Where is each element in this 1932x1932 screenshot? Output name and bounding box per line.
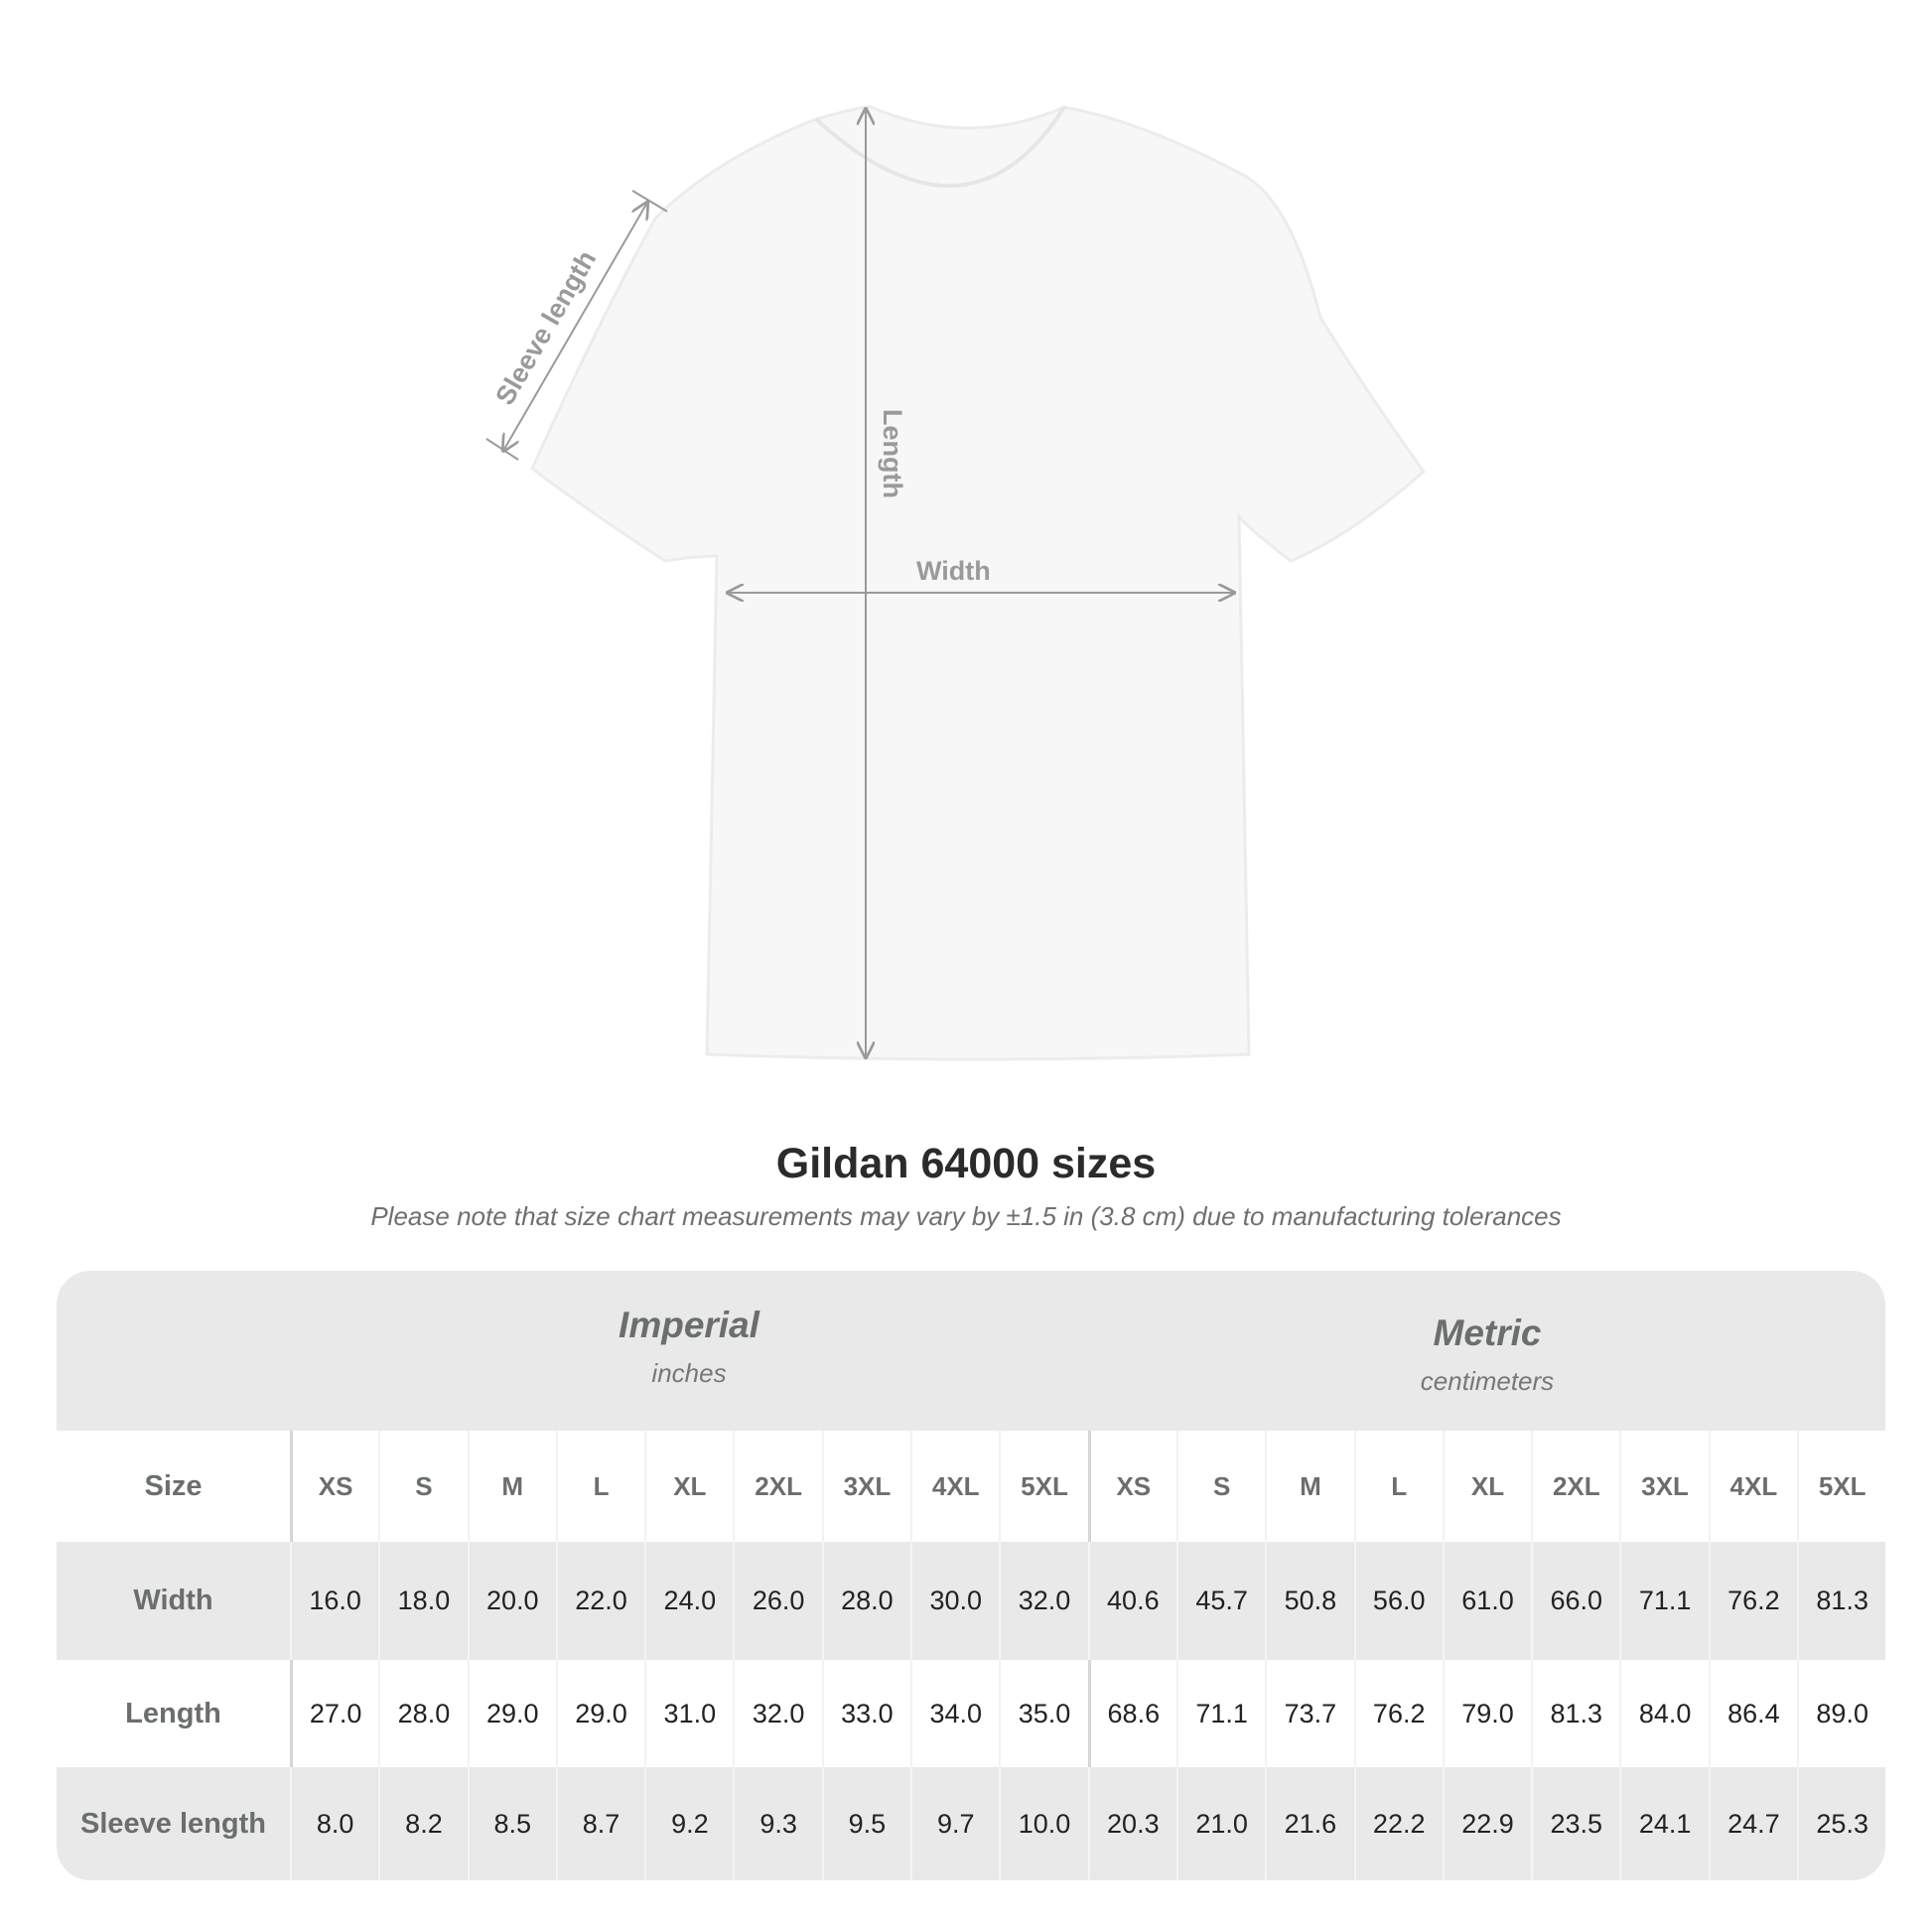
row-label: Size xyxy=(144,1469,203,1502)
size-table: Imperial inches Metric centimeters Size … xyxy=(57,1271,1885,1880)
size-header-cell: M xyxy=(467,1431,556,1542)
table-cell: 81.3 xyxy=(1531,1660,1619,1767)
imperial-unit: inches xyxy=(651,1358,727,1388)
table-cell: 35.0 xyxy=(999,1660,1087,1767)
table-cell: 31.0 xyxy=(644,1660,733,1767)
table-cell: 24.0 xyxy=(644,1542,733,1660)
chart-title: Gildan 64000 sizes xyxy=(775,1140,1157,1187)
size-header-cell: M xyxy=(1265,1431,1353,1542)
size-header-cell: L xyxy=(1353,1431,1443,1542)
size-header-cell: 2XL xyxy=(1531,1431,1619,1542)
size-header-cell: 4XL xyxy=(1708,1431,1797,1542)
table-cell: 66.0 xyxy=(1531,1542,1619,1660)
row-label: Length xyxy=(125,1697,221,1729)
size-header-cell: 2XL xyxy=(733,1431,821,1542)
table-cell: 28.0 xyxy=(821,1542,910,1660)
imperial-title: Imperial xyxy=(619,1305,759,1345)
row-label: Sleeve length xyxy=(80,1807,266,1840)
table-cell: 68.6 xyxy=(1087,1660,1176,1767)
table-row: Length 27.0 28.0 29.0 29.0 31.0 32.0 33.0 34.0 3… xyxy=(57,1660,1885,1767)
table-cell: 22.9 xyxy=(1442,1767,1531,1880)
table-cell: 45.7 xyxy=(1175,1542,1265,1660)
size-header-cell: XS xyxy=(1087,1431,1176,1542)
table-cell: 28.0 xyxy=(378,1660,467,1767)
table-cell: 22.2 xyxy=(1353,1767,1443,1880)
table-cell: 9.3 xyxy=(733,1767,821,1880)
size-header-cell: 5XL xyxy=(1797,1431,1885,1542)
table-cell: 8.0 xyxy=(290,1767,378,1880)
table-cell: 16.0 xyxy=(290,1542,378,1660)
length-label: Length xyxy=(878,409,907,498)
size-header-cell: L xyxy=(555,1431,644,1542)
table-cell: 29.0 xyxy=(467,1660,556,1767)
table-cell: 33.0 xyxy=(821,1660,910,1767)
table-cell: 34.0 xyxy=(910,1660,999,1767)
table-cell: 32.0 xyxy=(999,1542,1087,1660)
table-cell: 71.1 xyxy=(1619,1542,1708,1660)
table-cell: 9.5 xyxy=(821,1767,910,1880)
table-cell: 9.2 xyxy=(644,1767,733,1880)
table-cell: 71.1 xyxy=(1175,1660,1265,1767)
table-cell: 10.0 xyxy=(999,1767,1087,1880)
table-cell: 8.7 xyxy=(555,1767,644,1880)
table-cell: 20.3 xyxy=(1087,1767,1176,1880)
size-header-cell: 3XL xyxy=(821,1431,910,1542)
size-header-cell: XS xyxy=(290,1431,378,1542)
metric-title: Metric xyxy=(1433,1312,1542,1353)
table-row: Width 16.0 18.0 20.0 22.0 24.0 26.0 28.0 30.0 32… xyxy=(57,1542,1885,1660)
table-cell: 76.2 xyxy=(1353,1660,1443,1767)
table-cell: 32.0 xyxy=(733,1660,821,1767)
imperial-group: Imperial inches xyxy=(290,1305,1088,1389)
table-cell: 84.0 xyxy=(1619,1660,1708,1767)
row-label: Width xyxy=(133,1585,213,1616)
tshirt-diagram: Sleeve length Length Width xyxy=(485,105,1427,1061)
table-cell: 86.4 xyxy=(1708,1660,1797,1767)
size-header-cell: XL xyxy=(1442,1431,1531,1542)
size-header-cell: XL xyxy=(644,1431,733,1542)
table-cell: 27.0 xyxy=(290,1660,378,1767)
sleeve-measure-line xyxy=(503,203,647,451)
table-cell: 30.0 xyxy=(910,1542,999,1660)
table-cell: 9.7 xyxy=(910,1767,999,1880)
table-cell: 21.0 xyxy=(1175,1767,1265,1880)
size-header-cell: S xyxy=(1175,1431,1265,1542)
table-cell: 89.0 xyxy=(1797,1660,1885,1767)
width-label: Width xyxy=(916,556,991,586)
table-cell: 25.3 xyxy=(1797,1767,1885,1880)
size-row: Size XS S M L XL 2XL 3XL 4XL 5XL XS S M L XL 2XL 3XL 4XL… xyxy=(57,1431,1885,1542)
table-cell: 23.5 xyxy=(1531,1767,1619,1880)
table-row: Sleeve length 8.0 8.2 8.5 8.7 9.2 9.3 9.5 9.7 10… xyxy=(57,1767,1885,1880)
table-cell: 20.0 xyxy=(467,1542,556,1660)
table-cell: 81.3 xyxy=(1797,1542,1885,1660)
table-cell: 61.0 xyxy=(1442,1542,1531,1660)
metric-group: Metric centimeters xyxy=(1088,1312,1885,1397)
table-cell: 26.0 xyxy=(733,1542,821,1660)
table-cell: 40.6 xyxy=(1087,1542,1176,1660)
table-cell: 21.6 xyxy=(1265,1767,1353,1880)
metric-unit: centimeters xyxy=(1420,1366,1555,1396)
table-cell: 24.1 xyxy=(1619,1767,1708,1880)
table-cell: 56.0 xyxy=(1353,1542,1443,1660)
table-cell: 24.7 xyxy=(1708,1767,1797,1880)
table-cell: 73.7 xyxy=(1265,1660,1353,1767)
table-cell: 50.8 xyxy=(1265,1542,1353,1660)
size-header-cell: 5XL xyxy=(999,1431,1087,1542)
table-cell: 8.2 xyxy=(378,1767,467,1880)
table-cell: 18.0 xyxy=(378,1542,467,1660)
table-header: Imperial inches Metric centimeters xyxy=(57,1271,1885,1431)
table-cell: 79.0 xyxy=(1442,1660,1531,1767)
size-header-cell: 4XL xyxy=(910,1431,999,1542)
table-cell: 8.5 xyxy=(467,1767,556,1880)
table-cell: 29.0 xyxy=(555,1660,644,1767)
table-cell: 76.2 xyxy=(1708,1542,1797,1660)
size-header-cell: S xyxy=(378,1431,467,1542)
table-cell: 22.0 xyxy=(555,1542,644,1660)
tolerance-note: Please note that size chart measurements… xyxy=(370,1201,1562,1231)
size-header-cell: 3XL xyxy=(1619,1431,1708,1542)
